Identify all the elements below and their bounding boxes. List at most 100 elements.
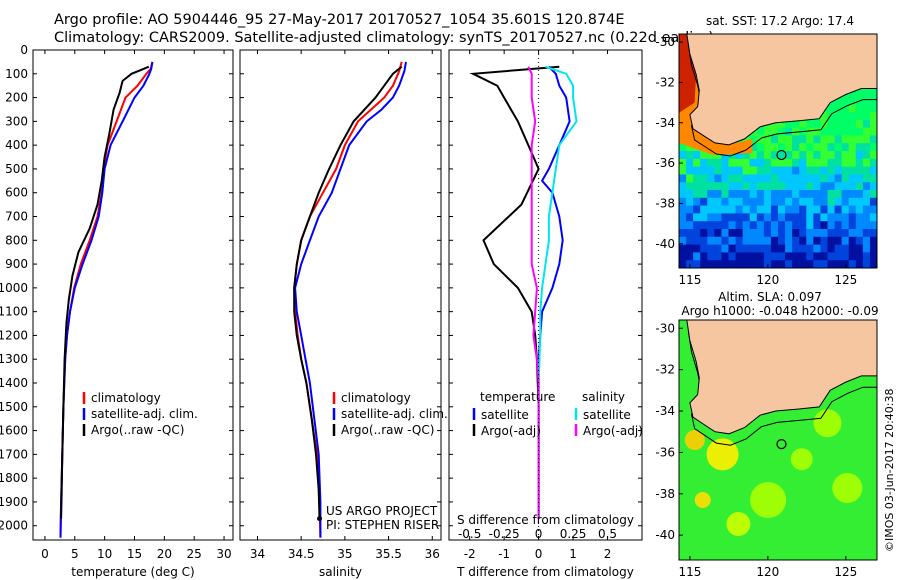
x-tick-label: 34.5 bbox=[288, 547, 315, 561]
sst-cell bbox=[721, 252, 730, 261]
sst-cell bbox=[862, 260, 871, 268]
sst-cell bbox=[763, 221, 772, 230]
lon-tick-label: 125 bbox=[834, 273, 857, 287]
project-annotation: PI: STEPHEN RISER bbox=[326, 518, 439, 532]
sst-cell bbox=[862, 135, 871, 144]
sst-cell bbox=[679, 197, 687, 207]
depth-tick-label: 900 bbox=[5, 257, 28, 271]
sst-cell bbox=[778, 143, 786, 152]
sst-cell bbox=[728, 197, 737, 207]
sst-cell bbox=[855, 236, 864, 246]
sst-cell bbox=[848, 158, 857, 168]
sst-cell bbox=[728, 252, 737, 261]
sla-map-title: Altim. SLA: 0.097 bbox=[718, 290, 822, 304]
sst-cell bbox=[792, 143, 800, 152]
sst-cell bbox=[707, 182, 715, 191]
sst-cell bbox=[742, 252, 751, 261]
sst-cell bbox=[707, 229, 715, 238]
sst-cell bbox=[834, 158, 843, 168]
sst-cell bbox=[799, 213, 807, 222]
sst-cell bbox=[813, 135, 822, 144]
sst-cell bbox=[756, 143, 765, 152]
sst-cell bbox=[735, 252, 744, 261]
sst-cell bbox=[834, 182, 843, 191]
sst-cell bbox=[679, 236, 687, 246]
sst-cell bbox=[756, 190, 765, 199]
title-line-1: Argo profile: AO 5904446_95 27-May-2017 … bbox=[54, 12, 625, 28]
sst-cell bbox=[763, 151, 772, 160]
sst-cell bbox=[686, 151, 694, 160]
sst-cell bbox=[834, 229, 843, 238]
x-tick-label: 25 bbox=[187, 547, 202, 561]
sst-cell bbox=[742, 197, 751, 207]
sst-cell bbox=[827, 143, 836, 152]
sst-cell bbox=[770, 221, 779, 230]
sst-cell bbox=[763, 143, 772, 152]
sst-map: 115 120 125 -30 -32 -34 -36 -38 -40 sat. SST: 17.… bbox=[655, 14, 878, 287]
sst-cell bbox=[728, 174, 737, 183]
sst-cell bbox=[686, 143, 694, 152]
sst-cell bbox=[799, 143, 807, 152]
x-tick-label: 36 bbox=[425, 547, 440, 561]
sst-cell bbox=[763, 166, 772, 175]
sst-cell bbox=[841, 143, 850, 152]
sst-cell bbox=[806, 229, 814, 238]
sst-cell bbox=[862, 96, 871, 105]
x-tick-label: 10 bbox=[97, 547, 112, 561]
sst-cell bbox=[813, 260, 822, 268]
sst-cell bbox=[785, 252, 793, 261]
sst-cell bbox=[806, 143, 814, 152]
sst-cell bbox=[820, 244, 829, 253]
sst-cell bbox=[820, 166, 829, 175]
sst-cell bbox=[785, 229, 793, 238]
sst-cell bbox=[855, 213, 864, 222]
sst-cell bbox=[756, 158, 765, 168]
sst-cell bbox=[862, 112, 871, 121]
sst-cell bbox=[813, 236, 822, 246]
sst-cell bbox=[869, 88, 877, 97]
sst-cell bbox=[763, 252, 772, 261]
sst-cell bbox=[742, 221, 751, 230]
sst-cell bbox=[792, 229, 800, 238]
sst-cell bbox=[813, 182, 822, 191]
sst-cell bbox=[827, 260, 836, 268]
sst-cell bbox=[869, 244, 877, 253]
sst-cell bbox=[799, 236, 807, 246]
sst-cell bbox=[735, 236, 744, 246]
sst-cell bbox=[827, 158, 836, 168]
sst-cell bbox=[806, 244, 814, 253]
sst-cell bbox=[728, 244, 737, 253]
x-axis-label: T difference from climatology bbox=[456, 565, 634, 579]
sst-cell bbox=[806, 236, 814, 246]
depth-tick-label: 1700 bbox=[0, 447, 28, 461]
sst-cell bbox=[848, 205, 857, 214]
sst-cell bbox=[721, 197, 730, 207]
sst-cell bbox=[714, 244, 723, 253]
sst-cell bbox=[756, 197, 765, 207]
sst-cell bbox=[679, 205, 687, 214]
sst-cell bbox=[714, 158, 723, 168]
sst-cell bbox=[869, 197, 877, 207]
sla-anomaly bbox=[694, 492, 711, 508]
sst-cell bbox=[749, 135, 758, 144]
sst-cell bbox=[855, 119, 864, 129]
plot-frame bbox=[448, 49, 643, 541]
sst-cell bbox=[862, 151, 871, 160]
sst-cell bbox=[827, 166, 836, 175]
sst-cell bbox=[848, 104, 857, 113]
top-tick-label: 0.25 bbox=[560, 527, 587, 541]
sst-cell bbox=[785, 158, 793, 168]
sst-cell bbox=[679, 244, 687, 253]
sst-cell bbox=[721, 205, 730, 214]
sst-cell bbox=[820, 260, 829, 268]
sst-cell bbox=[770, 252, 779, 261]
sst-cell bbox=[848, 119, 857, 129]
sst-cell bbox=[778, 197, 786, 207]
sst-cell bbox=[841, 104, 850, 113]
sst-cell bbox=[749, 174, 758, 183]
sst-cell bbox=[806, 182, 814, 191]
sst-cell bbox=[785, 190, 793, 199]
sst-cell bbox=[700, 197, 708, 207]
sst-cell bbox=[756, 252, 765, 261]
sst-cell bbox=[792, 197, 800, 207]
